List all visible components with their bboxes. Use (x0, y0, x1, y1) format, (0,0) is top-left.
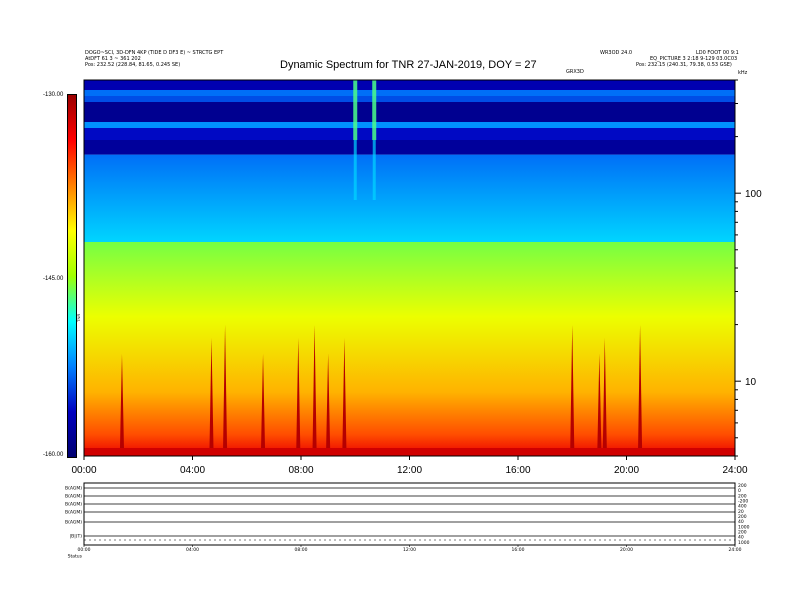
header-right-line-1: LD0 FOOT 00 9:1 (696, 50, 739, 56)
stack-row-label: B(AGM) (65, 502, 82, 508)
x-tick-label: 24:00 (722, 465, 747, 476)
stack-right-scale: 40 (738, 519, 744, 525)
header-mid-line-1: WR3OD 24.0 (600, 50, 633, 56)
stack-x-tick-label: 16:00 (512, 547, 525, 553)
spectrum-top-band-3 (84, 96, 735, 102)
stack-right-scale: 20 (738, 509, 744, 515)
x-tick-label: 20:00 (614, 465, 639, 476)
event-streak-lower (353, 140, 357, 200)
stack-x-tick-label: 08:00 (295, 547, 308, 553)
x-tick-label: 12:00 (397, 465, 422, 476)
spectrum-bottom-strip (84, 448, 735, 456)
burst-mark (342, 337, 347, 448)
burst-mark (326, 353, 331, 448)
stack-frame (83, 482, 736, 546)
header-left-line-2: AtDFT 61 3 ~ 361 202 (85, 56, 141, 62)
header-mid-info-2: GRX3D (566, 69, 584, 75)
stack-x-tick-label: 00:00 (78, 547, 91, 553)
event-streak-lower (372, 140, 376, 200)
colorbar-tick-bottom: -160.00 (43, 452, 64, 458)
burst-mark (209, 337, 214, 448)
spectrum-top-band-2 (84, 90, 735, 96)
y-tick-label: 10 (745, 377, 757, 388)
stack-row-label: |B|(T) (70, 534, 83, 540)
colorbar (67, 94, 77, 458)
stack-row-label: B(AGM) (65, 486, 82, 492)
header-left-line-3: Pos: 232.52 (228.84, 81.65, 0.245 SE) (85, 62, 181, 68)
x-tick-label: 08:00 (288, 465, 313, 476)
stack-right-scale: 1000 (738, 540, 750, 546)
header-left-line-1: DOGO~SCI, 3D-DFN 4KP (TIDE D DF3 E) ~ ST… (85, 50, 224, 56)
stack-right-scale: 40 (738, 535, 744, 541)
header-right-info: LD0 FOOT 00 9:1 EQ_PICTURE 3 2:18 9-129 … (636, 50, 739, 68)
burst-mark (119, 353, 124, 448)
stack-row-label: B(AGM) (65, 510, 82, 516)
header-right-line-3: Pos: 232.15 (240.31, 79.38, 0.53 GSE) (636, 62, 732, 68)
spectrum-lower-gradient (84, 241, 735, 456)
stack-x-tick-label: 04:00 (186, 547, 199, 553)
stack-x-tick-label: 12:00 (403, 547, 416, 553)
header-right-line-2: EQ_PICTURE 3 2:18 9-129 03.0C03 (650, 56, 738, 62)
header-mid-line-2: GRX3D (566, 69, 584, 75)
chart-title: Dynamic Spectrum for TNR 27-JAN-2019, DO… (280, 59, 537, 71)
stack-row-label: B(AGM) (65, 520, 82, 526)
burst-mark (261, 353, 266, 448)
stack-right-scale: 0 (738, 488, 741, 494)
colorbar-tick-top: -130.00 (43, 92, 64, 98)
freq-unit-label: kHz (738, 70, 748, 76)
spectrum-top-band-6 (84, 128, 735, 140)
y-tick-label: 100 (745, 189, 762, 200)
x-tick-label: 04:00 (180, 465, 205, 476)
burst-mark (638, 324, 643, 448)
stack-row-label: Status (68, 554, 83, 560)
spectrum-cyan-band (84, 154, 735, 242)
spectrum-top-band-4 (84, 102, 735, 122)
stack-right-scale: 200 (738, 483, 747, 489)
stack-x-tick-label: 20:00 (620, 547, 633, 553)
stack-right-scale: 200 (738, 530, 747, 536)
event-streak (353, 80, 358, 140)
x-tick-label: 00:00 (71, 465, 96, 476)
stack-row-label: B(AGM) (65, 494, 82, 500)
header-left-info: DOGO~SCI, 3D-DFN 4KP (TIDE D DF3 E) ~ ST… (85, 50, 223, 68)
colorbar-tick-mid: -145.00 (43, 276, 64, 282)
spectrum-top-band-5 (84, 122, 735, 128)
spectrum-top-band-1 (84, 80, 735, 90)
x-tick-label: 16:00 (505, 465, 530, 476)
header-mid-info: WR3OD 24.0 (600, 50, 632, 56)
stack-right-scale: -200 (738, 499, 748, 505)
burst-mark (597, 353, 602, 448)
burst-mark (602, 337, 607, 448)
stack-right-scale: 400 (738, 504, 747, 510)
burst-mark (296, 337, 301, 448)
stack-right-scale: 200 (738, 493, 747, 499)
burst-mark (223, 324, 228, 448)
stack-right-scale: 1000 (738, 524, 750, 530)
burst-mark (570, 324, 575, 448)
burst-mark (312, 324, 317, 448)
event-streak (372, 80, 377, 140)
stack-x-tick-label: 24:00 (729, 547, 742, 553)
stack-right-scale: 200 (738, 514, 747, 520)
